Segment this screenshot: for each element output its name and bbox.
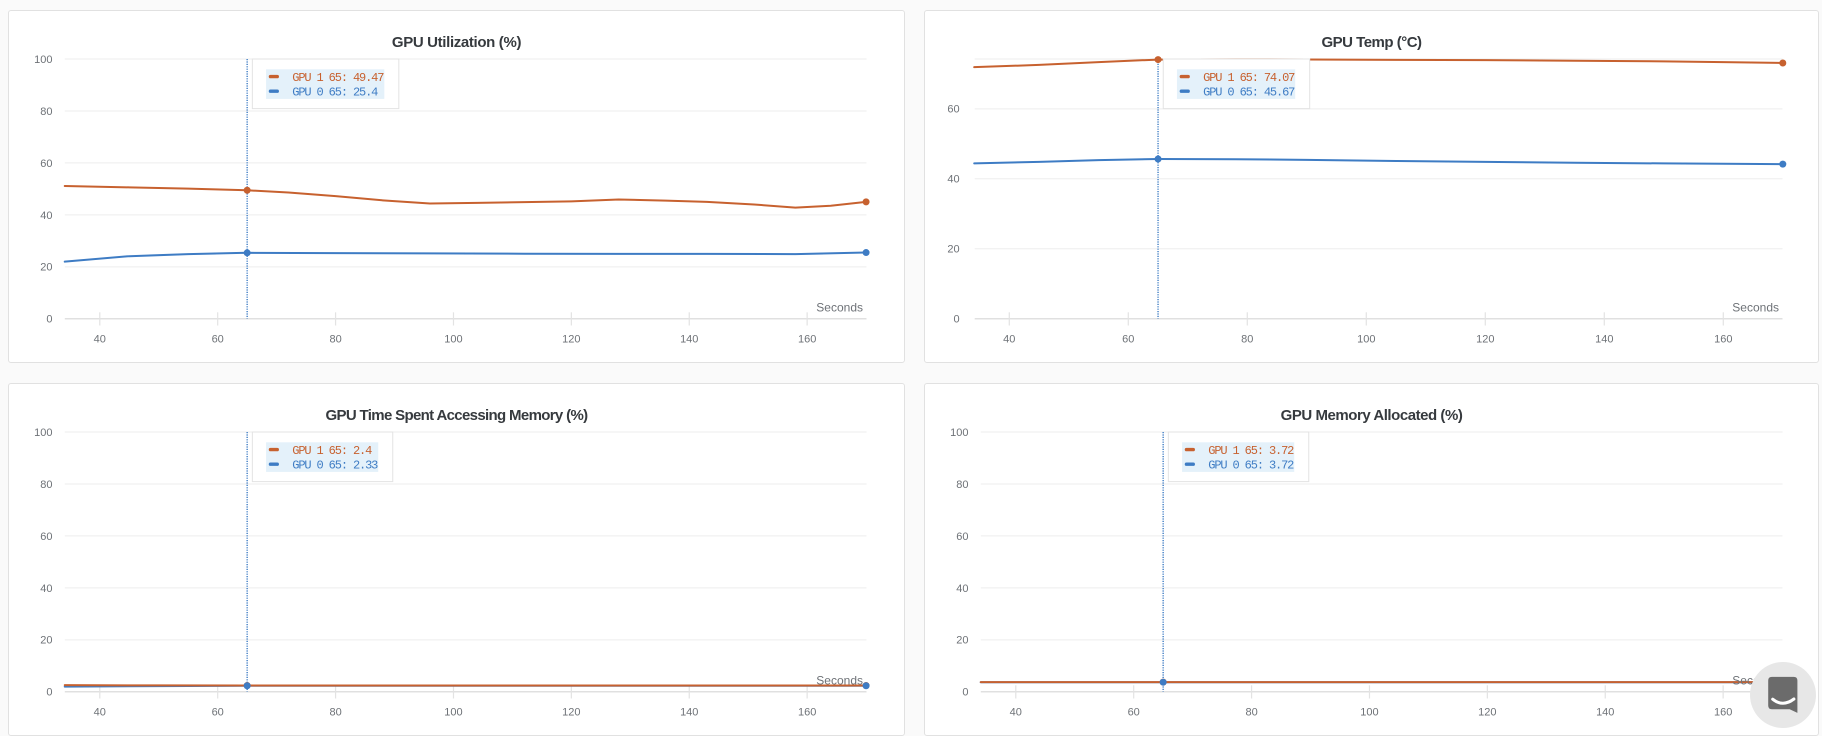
svg-text:GPU 1 65: 49.47: GPU 1 65: 49.47: [292, 71, 384, 85]
svg-text:100: 100: [444, 706, 462, 718]
svg-text:GPU 0 65: 3.72: GPU 0 65: 3.72: [1208, 459, 1294, 473]
svg-text:160: 160: [798, 333, 816, 345]
svg-text:GPU Temp (°C): GPU Temp (°C): [1321, 34, 1422, 51]
svg-text:140: 140: [680, 706, 698, 718]
svg-text:GPU 0 65: 45.67: GPU 0 65: 45.67: [1203, 86, 1295, 100]
svg-text:80: 80: [1241, 333, 1253, 345]
svg-text:GPU 1 65: 74.07: GPU 1 65: 74.07: [1203, 71, 1295, 85]
svg-text:40: 40: [40, 210, 52, 222]
svg-text:100: 100: [1357, 333, 1375, 345]
svg-text:100: 100: [444, 333, 462, 345]
svg-text:0: 0: [46, 314, 52, 326]
svg-text:60: 60: [212, 706, 224, 718]
svg-text:20: 20: [947, 244, 959, 256]
svg-text:80: 80: [1245, 706, 1257, 718]
svg-text:100: 100: [950, 427, 968, 439]
svg-text:60: 60: [40, 531, 52, 543]
svg-text:GPU 0 65: 2.33: GPU 0 65: 2.33: [292, 459, 378, 473]
svg-text:40: 40: [947, 174, 959, 186]
svg-text:60: 60: [956, 531, 968, 543]
svg-text:20: 20: [40, 635, 52, 647]
svg-text:40: 40: [94, 706, 106, 718]
svg-text:Seconds: Seconds: [816, 674, 863, 688]
svg-text:60: 60: [40, 158, 52, 170]
svg-text:80: 80: [329, 333, 341, 345]
svg-text:80: 80: [956, 479, 968, 491]
svg-text:60: 60: [1128, 706, 1140, 718]
svg-text:120: 120: [1478, 706, 1496, 718]
svg-text:20: 20: [40, 262, 52, 274]
svg-text:40: 40: [94, 333, 106, 345]
svg-text:40: 40: [1003, 333, 1015, 345]
svg-text:120: 120: [562, 706, 580, 718]
svg-text:100: 100: [1360, 706, 1378, 718]
svg-text:140: 140: [680, 333, 698, 345]
svg-text:GPU 0 65: 25.4: GPU 0 65: 25.4: [292, 86, 378, 100]
svg-text:120: 120: [1476, 333, 1494, 345]
svg-text:160: 160: [798, 706, 816, 718]
svg-text:80: 80: [40, 106, 52, 118]
svg-text:GPU 1 65: 3.72: GPU 1 65: 3.72: [1208, 444, 1294, 458]
svg-text:0: 0: [46, 687, 52, 699]
svg-text:GPU Utilization (%): GPU Utilization (%): [392, 34, 522, 51]
svg-text:GPU Time Spent Accessing Memor: GPU Time Spent Accessing Memory (%): [326, 407, 589, 424]
svg-text:40: 40: [40, 583, 52, 595]
svg-text:GPU Memory Allocated (%): GPU Memory Allocated (%): [1281, 407, 1463, 424]
svg-text:80: 80: [329, 706, 341, 718]
svg-text:GPU 1 65: 2.4: GPU 1 65: 2.4: [292, 444, 372, 458]
svg-text:140: 140: [1595, 333, 1613, 345]
svg-text:160: 160: [1714, 333, 1732, 345]
svg-text:60: 60: [212, 333, 224, 345]
svg-text:40: 40: [1010, 706, 1022, 718]
svg-text:60: 60: [1122, 333, 1134, 345]
svg-text:60: 60: [947, 104, 959, 116]
svg-text:140: 140: [1596, 706, 1614, 718]
svg-text:80: 80: [40, 479, 52, 491]
svg-text:120: 120: [562, 333, 580, 345]
svg-text:0: 0: [953, 314, 959, 326]
svg-text:0: 0: [962, 687, 968, 699]
svg-text:Seconds: Seconds: [1732, 301, 1779, 315]
svg-text:20: 20: [956, 635, 968, 647]
svg-text:100: 100: [34, 427, 52, 439]
svg-text:Seconds: Seconds: [816, 301, 863, 315]
svg-text:160: 160: [1714, 706, 1732, 718]
svg-text:40: 40: [956, 583, 968, 595]
svg-text:100: 100: [34, 54, 52, 66]
